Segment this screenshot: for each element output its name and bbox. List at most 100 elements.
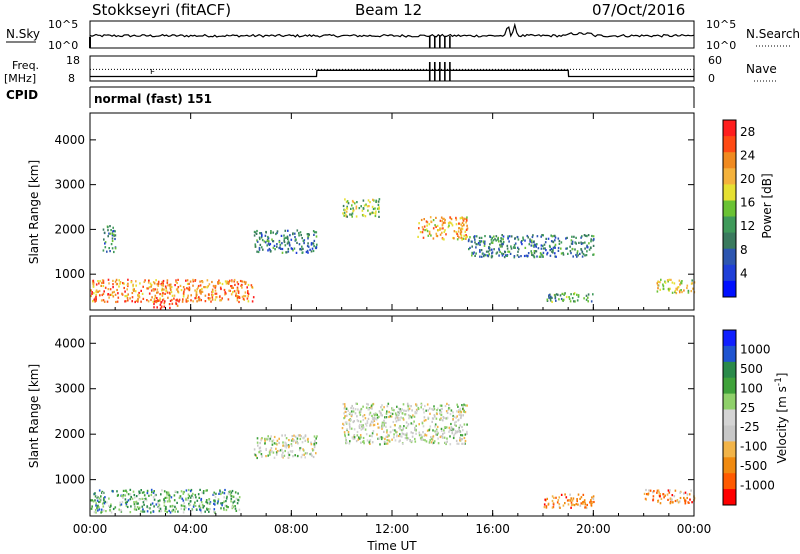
range-gate-cell <box>453 230 456 233</box>
range-gate-cell <box>112 279 114 282</box>
range-gate-cell <box>274 248 276 251</box>
range-gate-cell <box>435 417 438 420</box>
range-gate-cell <box>453 428 455 431</box>
range-gate-cell <box>377 437 379 440</box>
range-gate-cell <box>158 504 161 507</box>
range-gate-cell <box>471 240 473 243</box>
range-gate-cell <box>217 498 220 501</box>
nave-axis-top: 60 <box>708 54 722 67</box>
range-gate-cell <box>483 253 486 256</box>
range-gate-cell <box>381 414 383 417</box>
range-gate-cell <box>240 284 242 287</box>
range-gate-cell <box>393 409 395 412</box>
range-gate-cell <box>120 510 123 513</box>
range-gate-cell <box>190 299 192 302</box>
range-gate-cell <box>548 296 550 299</box>
range-gate-cell <box>160 493 162 496</box>
range-gate-cell <box>114 280 117 283</box>
range-gate-cell <box>565 295 568 299</box>
range-gate-cell <box>554 236 557 239</box>
colorbar-swatch <box>723 425 736 442</box>
range-gate-cell <box>358 411 361 414</box>
range-gate-cell <box>588 248 591 251</box>
range-gate-cell <box>373 199 375 202</box>
range-gate-cell <box>549 245 551 249</box>
range-gate-cell <box>498 247 500 250</box>
range-gate-cell <box>129 297 131 300</box>
range-gate-cell <box>192 300 194 303</box>
range-gate-cell <box>362 426 365 429</box>
range-gate-cell <box>409 415 412 418</box>
range-gate-cell <box>259 449 262 453</box>
range-gate-cell <box>349 213 351 216</box>
range-gate-cell <box>309 248 311 251</box>
range-gate-cell <box>407 414 410 417</box>
range-gate-cell <box>357 438 360 441</box>
range-gate-cell <box>445 417 447 420</box>
range-gate-cell <box>674 499 677 503</box>
range-gate-cell <box>543 243 546 246</box>
y-tick-label: 2000 <box>54 222 85 236</box>
range-gate-cell <box>282 441 284 444</box>
range-gate-cell <box>177 290 179 293</box>
range-gate-cell <box>358 437 361 440</box>
range-gate-cell <box>442 227 444 230</box>
range-gate-cell <box>189 496 192 499</box>
range-gate-cell <box>112 230 114 233</box>
range-gate-cell <box>398 416 400 420</box>
power-colorbar-tick: 12 <box>740 219 755 233</box>
range-gate-cell <box>479 241 482 244</box>
range-gate-cell <box>681 291 683 294</box>
range-gate-cell <box>479 250 481 253</box>
range-gate-cell <box>175 299 177 302</box>
range-gate-cell <box>371 416 374 419</box>
range-gate-cell <box>690 290 693 293</box>
range-gate-cell <box>451 430 454 433</box>
range-gate-cell <box>534 250 537 253</box>
range-gate-cell <box>369 424 371 427</box>
range-gate-cell <box>176 299 179 302</box>
range-gate-cell <box>667 288 670 291</box>
range-gate-cell <box>452 411 454 414</box>
range-gate-cell <box>507 237 509 240</box>
range-gate-cell <box>678 500 681 503</box>
range-gate-cell <box>158 506 160 509</box>
range-gate-cell <box>378 206 380 209</box>
range-gate-cell <box>495 235 498 238</box>
range-gate-cell <box>194 504 197 507</box>
range-gate-cell <box>579 504 582 507</box>
range-gate-cell <box>127 499 130 502</box>
range-gate-cell <box>103 300 106 303</box>
range-gate-cell <box>247 290 249 293</box>
range-gate-cell <box>304 434 307 437</box>
range-gate-cell <box>264 234 267 237</box>
range-gate-cell <box>94 508 97 512</box>
range-gate-cell <box>263 240 266 243</box>
range-gate-cell <box>463 423 466 426</box>
range-gate-cell <box>152 491 155 494</box>
range-gate-cell <box>261 239 264 242</box>
range-gate-cell <box>370 420 373 423</box>
range-gate-cell <box>287 456 290 459</box>
range-gate-cell <box>164 509 166 513</box>
range-gate-cell <box>506 254 508 257</box>
range-gate-cell <box>114 230 116 233</box>
range-gate-cell <box>662 287 665 291</box>
range-gate-cell <box>429 412 431 415</box>
range-gate-cell <box>576 500 578 503</box>
range-gate-cell <box>126 288 128 291</box>
range-gate-cell <box>371 211 374 214</box>
range-gate-cell <box>551 499 554 503</box>
range-gate-cell <box>182 286 185 289</box>
range-gate-cell <box>298 234 300 237</box>
range-gate-cell <box>93 511 96 514</box>
range-gate-cell <box>522 238 525 241</box>
range-gate-cell <box>367 209 369 212</box>
range-gate-cell <box>201 281 204 284</box>
range-gate-cell <box>267 235 269 239</box>
range-gate-cell <box>302 247 304 250</box>
range-gate-cell <box>441 220 443 223</box>
range-gate-cell <box>567 503 570 506</box>
range-gate-cell <box>182 504 184 507</box>
